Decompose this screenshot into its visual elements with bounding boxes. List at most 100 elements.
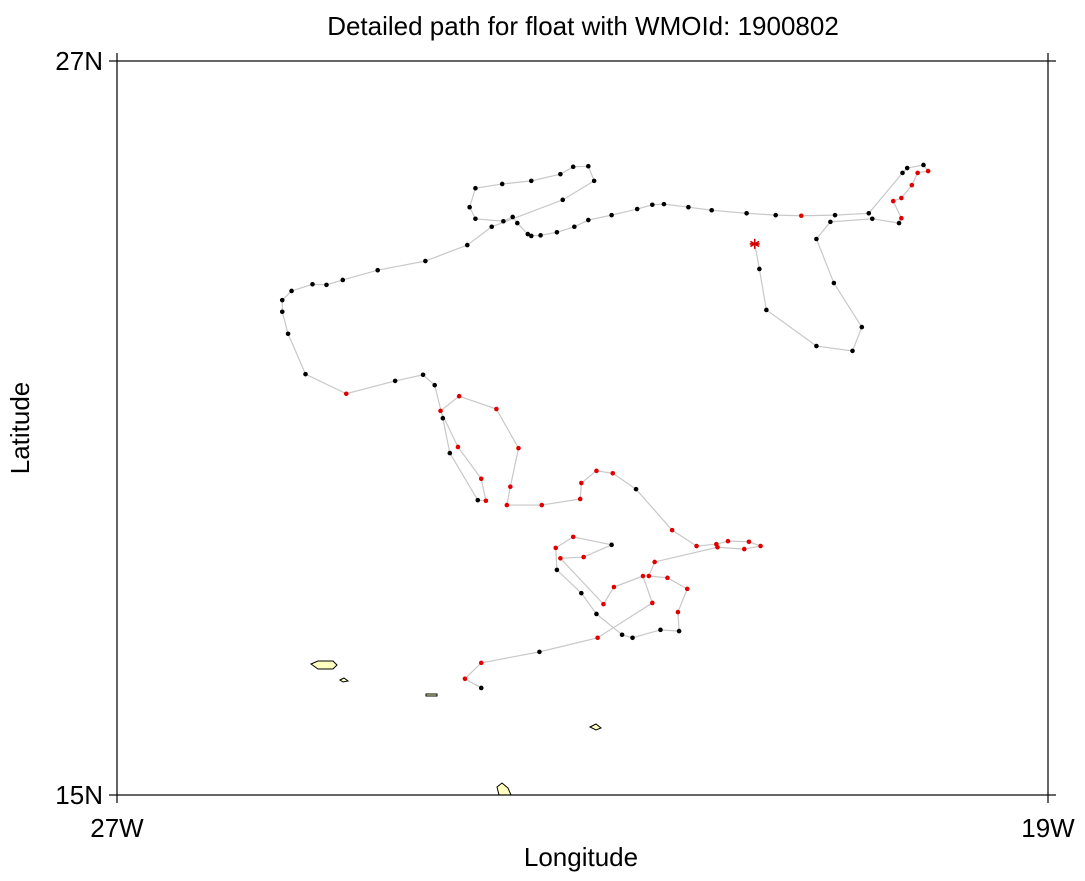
- float-position: [577, 496, 583, 502]
- float-position: [508, 484, 513, 490]
- float-position: [798, 213, 804, 219]
- float-position: [646, 573, 652, 579]
- float-position: [285, 331, 291, 337]
- float-position: [340, 277, 346, 283]
- float-track: [281, 164, 930, 689]
- float-position: [715, 544, 720, 550]
- float-position: [676, 628, 682, 634]
- float-position: [501, 218, 506, 224]
- float-position: [560, 197, 566, 203]
- float-position: [516, 445, 521, 451]
- float-position: [630, 635, 635, 641]
- float-position: [595, 635, 600, 641]
- float-position: [478, 476, 484, 482]
- y-tick-label: 15N: [55, 780, 103, 810]
- float-position: [725, 538, 731, 544]
- float-position: [579, 590, 584, 596]
- y-tick-label: 27N: [55, 46, 103, 76]
- float-position: [467, 204, 472, 210]
- x-axis-label: Longitude: [524, 842, 638, 872]
- chart-title: Detailed path for float with WMOId: 1900…: [327, 11, 839, 41]
- float-position: [478, 685, 484, 691]
- float-position: [455, 444, 461, 450]
- float-position: [650, 202, 655, 208]
- float-position: [850, 348, 855, 354]
- float-position: [869, 216, 875, 222]
- float-position: [432, 382, 438, 388]
- y-axis-label: Latitude: [5, 382, 35, 475]
- float-position: [661, 201, 667, 207]
- float-position: [423, 258, 428, 264]
- float-position: [900, 170, 905, 176]
- float-position: [279, 297, 285, 303]
- float-position: [464, 242, 470, 248]
- float-position: [456, 393, 462, 399]
- float-position: [611, 584, 617, 590]
- land: [309, 660, 602, 796]
- float-position: [921, 162, 926, 168]
- float-position: [438, 408, 443, 414]
- float-position: [741, 546, 747, 552]
- float-position: [899, 195, 904, 201]
- float-position: [539, 502, 545, 508]
- float-position: [764, 307, 769, 313]
- float-position: [579, 480, 584, 486]
- float-position: [609, 212, 614, 218]
- float-position: [462, 676, 468, 682]
- float-position: [665, 575, 670, 581]
- float-position: [310, 281, 315, 287]
- float-position: [528, 178, 534, 184]
- float-position: [675, 609, 681, 615]
- float-position: [279, 309, 285, 315]
- float-position: [510, 214, 515, 220]
- float-position: [392, 378, 398, 384]
- float-position: [525, 231, 531, 237]
- float-position: [303, 371, 308, 377]
- float-position: [814, 343, 819, 349]
- float-position: [601, 601, 606, 607]
- float-position: [499, 181, 505, 187]
- float-position: [537, 649, 542, 655]
- float-position: [831, 280, 837, 286]
- float-position: [669, 527, 675, 533]
- plot-frame: [116, 60, 1049, 796]
- float-position: [746, 539, 752, 545]
- float-position: [538, 233, 543, 238]
- float-position: [558, 555, 563, 561]
- float-position: [709, 207, 714, 213]
- x-tick-label: 19W: [1021, 813, 1075, 843]
- float-position: [473, 185, 478, 191]
- float-position: [504, 502, 510, 508]
- float-position: [528, 233, 534, 239]
- float-position: [586, 217, 591, 223]
- float-position: [866, 211, 872, 216]
- float-position: [591, 178, 597, 184]
- float-position: [633, 486, 639, 492]
- float-position: [594, 611, 599, 617]
- float-position: [554, 229, 560, 235]
- float-position: [828, 219, 833, 225]
- float-position: [744, 211, 749, 216]
- float-position: [343, 391, 349, 397]
- float-position: [899, 215, 904, 221]
- float-position: [494, 406, 499, 412]
- float-position: [515, 220, 520, 226]
- float-position: [483, 498, 489, 504]
- float-position: [619, 632, 625, 638]
- float-position: [610, 470, 616, 476]
- float-position: [915, 170, 920, 176]
- float-position: [658, 627, 663, 633]
- float-position: [478, 660, 484, 666]
- float-position: [634, 206, 640, 212]
- float-position: [640, 573, 646, 579]
- float-position: [925, 168, 931, 174]
- float-position: [420, 372, 426, 378]
- float-position: [586, 163, 591, 169]
- float-position: [447, 450, 453, 456]
- start-marker: [749, 238, 760, 249]
- float-position: [553, 545, 559, 551]
- float-position: [694, 543, 699, 549]
- x-tick-label: 27W: [90, 813, 144, 843]
- float-position: [473, 216, 478, 222]
- float-position: [570, 534, 576, 540]
